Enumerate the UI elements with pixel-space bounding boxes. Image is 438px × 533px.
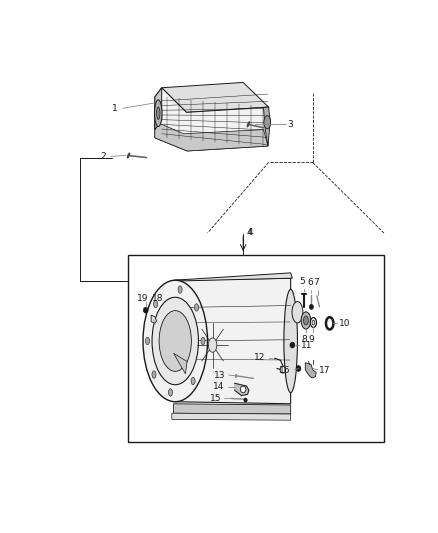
Text: 4: 4 [247,228,253,237]
Ellipse shape [201,337,205,345]
Text: 4: 4 [247,228,252,237]
Text: 11: 11 [300,341,312,350]
Ellipse shape [208,338,217,352]
Ellipse shape [264,116,271,129]
Polygon shape [305,363,316,378]
Ellipse shape [292,302,303,323]
Circle shape [296,366,301,372]
Polygon shape [155,88,268,151]
Text: 2: 2 [100,152,106,161]
Text: 13: 13 [214,370,226,379]
Ellipse shape [152,297,198,385]
Ellipse shape [152,371,156,378]
Text: 6: 6 [307,278,313,287]
Ellipse shape [326,317,333,329]
Polygon shape [173,273,293,281]
Ellipse shape [312,320,315,325]
Text: 3: 3 [287,120,293,129]
Circle shape [309,304,314,309]
Polygon shape [235,383,249,395]
Ellipse shape [154,301,158,308]
Polygon shape [155,88,162,130]
Ellipse shape [191,377,195,385]
Text: 1: 1 [112,104,117,113]
Text: 8: 8 [301,335,307,344]
Ellipse shape [194,304,198,311]
Polygon shape [173,353,187,374]
Text: 18: 18 [152,294,163,303]
Ellipse shape [155,100,162,126]
Ellipse shape [304,316,308,325]
Ellipse shape [301,312,311,329]
Text: 5: 5 [300,277,305,286]
Text: 12: 12 [254,353,265,362]
Text: 15: 15 [209,394,221,403]
Ellipse shape [159,311,191,372]
Polygon shape [172,413,291,420]
Ellipse shape [311,318,317,327]
Ellipse shape [156,107,160,119]
Bar [128,255,384,441]
Polygon shape [151,315,156,324]
Polygon shape [264,107,270,146]
Polygon shape [162,83,268,112]
Circle shape [244,398,247,402]
Polygon shape [155,122,268,151]
Text: 14: 14 [213,383,224,391]
Ellipse shape [178,286,182,293]
Circle shape [280,366,286,373]
Ellipse shape [284,289,297,393]
Ellipse shape [168,389,173,396]
Text: 19: 19 [137,294,148,303]
Polygon shape [175,278,291,404]
Circle shape [240,386,246,393]
Text: 10: 10 [339,319,350,328]
Circle shape [290,342,295,348]
Text: 9: 9 [309,335,314,344]
Circle shape [143,308,148,313]
Ellipse shape [143,280,208,402]
Polygon shape [173,404,291,414]
Ellipse shape [145,337,149,345]
Text: 7: 7 [313,278,319,287]
Text: 16: 16 [279,367,291,375]
Text: 17: 17 [319,367,331,375]
